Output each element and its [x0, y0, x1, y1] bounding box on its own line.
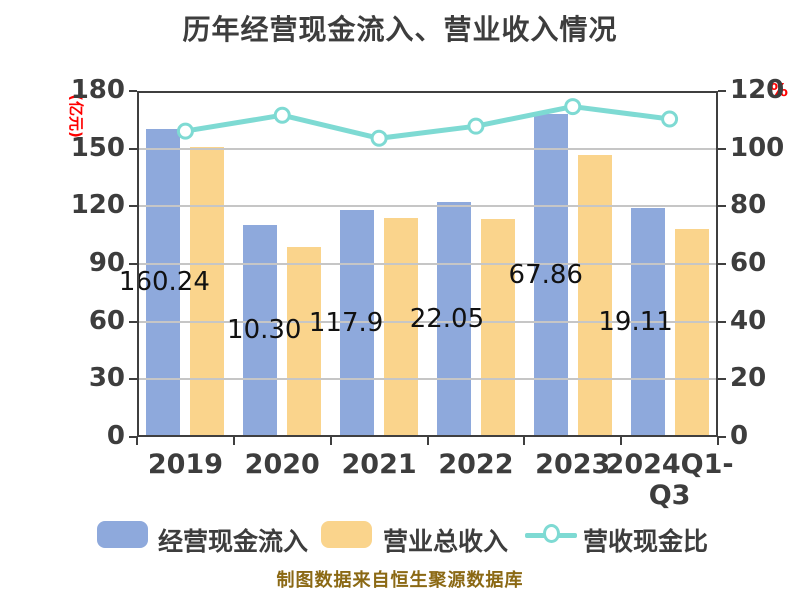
left-axis-tick	[129, 436, 137, 438]
left-axis-tick-label: 150	[70, 132, 125, 163]
right-axis-tick-label: 0	[730, 421, 749, 451]
right-axis-tick	[718, 378, 726, 381]
x-axis-category-label: 2019	[147, 449, 223, 480]
bar-value-label: 19.11	[598, 306, 673, 337]
bar-total-revenue-2022	[480, 219, 515, 437]
bar-value-label: 22.05	[409, 303, 485, 334]
legend-label-cash-ratio: 营收现金比	[583, 527, 709, 556]
left-axis-tick-label: 30	[88, 363, 125, 394]
bar-total-revenue-2020	[287, 247, 322, 437]
left-axis-tick-label: 120	[70, 190, 125, 221]
right-axis-tick-label: 60	[730, 248, 767, 278]
x-axis-tick	[232, 437, 235, 445]
x-axis-tick	[717, 437, 719, 445]
x-axis-category-label: 2021	[341, 449, 417, 480]
right-axis-tick	[718, 263, 726, 265]
bar-value-label: 117.9	[308, 307, 384, 338]
ratio-point-marker	[467, 117, 485, 135]
x-axis-category-label: 2023	[535, 449, 611, 480]
right-axis-tick-label: 100	[730, 132, 785, 163]
left-axis-tick	[129, 205, 137, 208]
x-axis-tick	[620, 437, 623, 445]
right-axis-tick-label: 120	[730, 75, 785, 105]
bar-operating-cash-inflow-2019	[146, 128, 181, 437]
left-axis-tick-label: 180	[70, 75, 125, 105]
left-axis-tick	[129, 263, 137, 265]
bar-value-label: 10.30	[227, 314, 302, 345]
bar-operating-cash-inflow-2021	[340, 210, 375, 437]
ratio-point-marker	[176, 122, 194, 140]
gridline	[137, 147, 718, 150]
bar-total-revenue-2021	[384, 218, 419, 437]
legend-swatch-cash-inflow	[97, 521, 148, 548]
legend-swatch-total-revenue	[321, 521, 372, 548]
x-axis-category-label: 2024Q1-Q3	[605, 449, 734, 511]
legend-label-total-revenue: 营业总收入	[383, 527, 509, 556]
ratio-point-marker	[273, 106, 291, 124]
bar-operating-cash-inflow-2022	[436, 202, 471, 437]
footer-credit: 制图数据来自恒生聚源数据库	[276, 570, 524, 591]
legend: 经营现金流入 营业总收入 营收现金比	[0, 515, 800, 557]
bar-total-revenue-2023	[577, 155, 612, 437]
right-axis-unit-label: %	[770, 80, 789, 101]
gridline	[137, 378, 718, 381]
left-axis-tick	[129, 147, 137, 150]
left-axis-tick	[129, 320, 137, 323]
ratio-point-marker	[564, 98, 582, 116]
ratio-point-marker	[661, 110, 679, 128]
left-axis-tick	[129, 378, 137, 381]
bar-operating-cash-inflow-2023	[533, 114, 568, 437]
x-axis-tick	[523, 437, 526, 445]
right-axis-tick	[718, 436, 726, 438]
gridline	[137, 263, 718, 265]
x-axis-category-label: 2022	[438, 449, 514, 480]
chart-title: 历年经营现金流入、营业收入情况	[182, 13, 618, 46]
bar-total-revenue-2019	[190, 146, 225, 437]
left-axis-tick	[129, 90, 137, 92]
legend-label-cash-inflow: 经营现金流入	[158, 527, 309, 556]
right-axis-tick-label: 40	[730, 305, 767, 336]
x-axis-tick	[329, 437, 332, 445]
ratio-line-chart	[176, 98, 679, 147]
legend-circle-marker-icon	[543, 524, 560, 543]
bar-value-label: 67.86	[508, 259, 583, 290]
right-axis-tick	[718, 147, 726, 150]
x-axis-tick	[426, 437, 429, 445]
gridline	[137, 205, 718, 208]
left-axis-tick-label: 90	[88, 248, 125, 278]
ratio-point-marker	[370, 129, 388, 147]
gridline	[137, 320, 718, 323]
left-axis-tick-label: 60	[88, 305, 125, 336]
x-axis-category-label: 2020	[244, 449, 320, 480]
bar-operating-cash-inflow-2020	[243, 224, 278, 437]
x-axis-tick	[136, 437, 138, 445]
right-axis-tick-label: 80	[730, 190, 767, 221]
right-axis-tick	[718, 320, 726, 323]
right-axis-tick-label: 20	[730, 363, 767, 394]
right-axis-tick	[718, 90, 726, 92]
left-axis-tick-label: 0	[106, 421, 125, 451]
ratio-line	[185, 104, 670, 141]
bar-value-label: 160.24	[118, 266, 210, 297]
right-axis-tick	[718, 205, 726, 208]
